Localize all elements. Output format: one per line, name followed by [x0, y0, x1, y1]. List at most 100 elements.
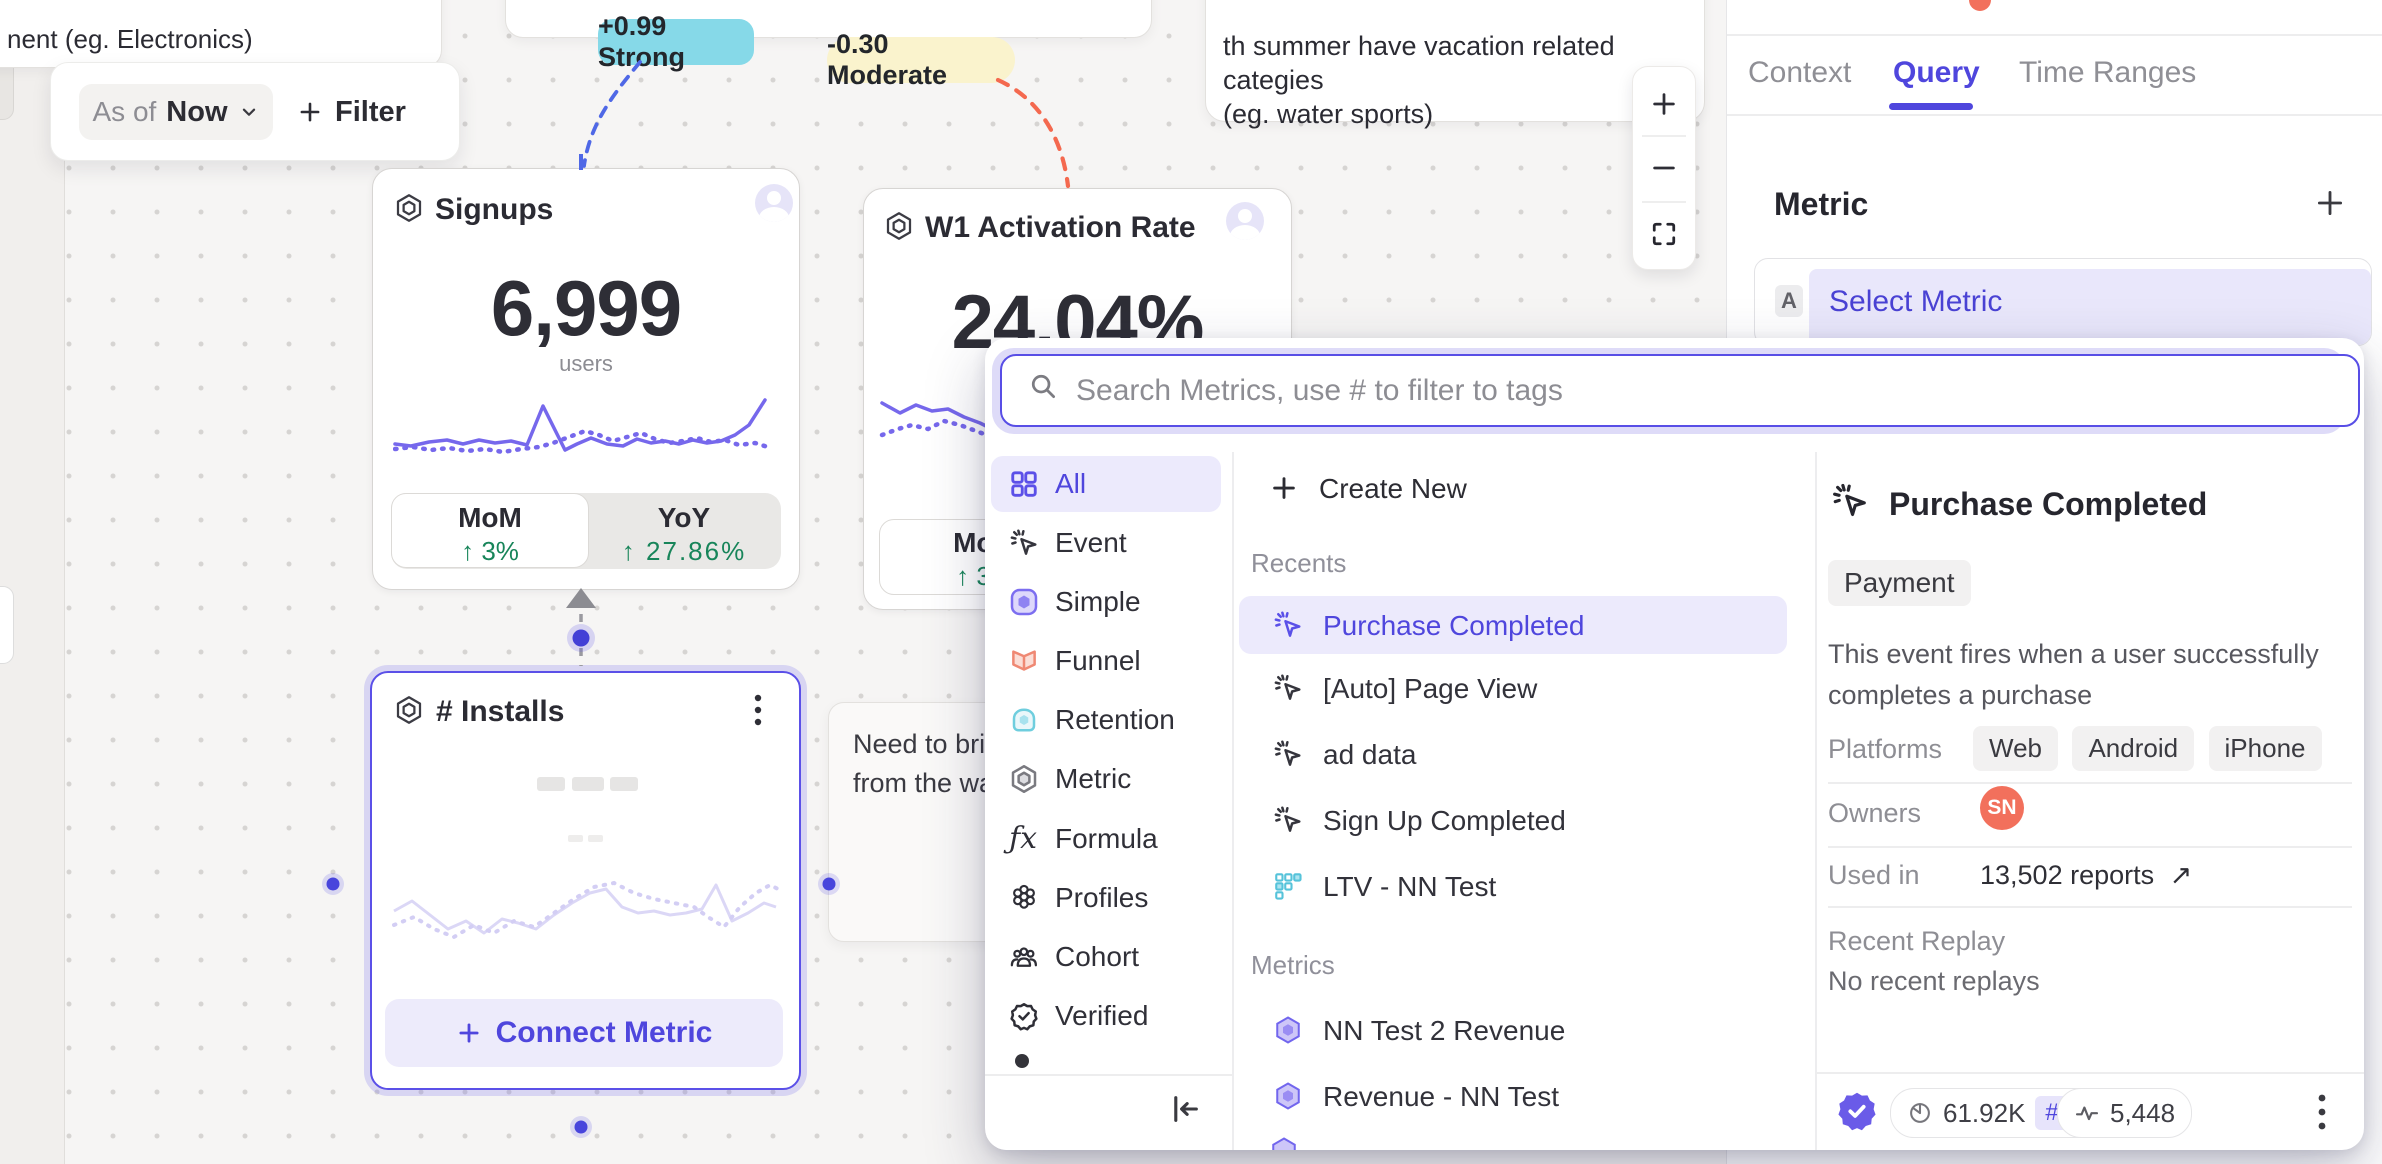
owner-avatar[interactable]: SN — [1980, 786, 2024, 830]
category-label: Metric — [1055, 763, 1132, 794]
cohort-icon — [1010, 947, 1037, 967]
plus-icon — [300, 102, 320, 122]
rail-handle-mid[interactable] — [0, 586, 14, 664]
category-label: Event — [1055, 527, 1127, 558]
card-value: 6,999 — [490, 264, 682, 352]
connect-metric-button[interactable]: Connect Metric — [385, 999, 783, 1067]
category-funnel[interactable]: Funnel — [991, 633, 1221, 689]
category-label: Simple — [1055, 586, 1141, 617]
select-metric-field[interactable]: Select Metric — [1809, 269, 2371, 345]
avatar[interactable] — [755, 184, 793, 222]
category-partial-icon — [1015, 1054, 1029, 1068]
as-of-value: Now — [166, 95, 228, 128]
skeleton-bar — [537, 777, 565, 791]
mom-delta: ↑ 3% — [461, 536, 519, 566]
skeleton-dash — [568, 835, 583, 842]
kebab-menu-icon[interactable] — [754, 693, 762, 727]
pulse-icon — [2075, 1106, 2099, 1121]
platform-tags: Web Android iPhone — [1973, 726, 2322, 771]
search-input[interactable] — [1000, 354, 2360, 427]
correlation-badge-moderate[interactable]: -0.30 Moderate — [827, 29, 1015, 90]
category-verified[interactable]: Verified — [991, 988, 1221, 1044]
filter-label: Filter — [335, 95, 406, 128]
note-line: Need to brin — [853, 729, 1001, 759]
funnel-icon — [1012, 650, 1036, 671]
recent-item-sign-up-completed[interactable]: Sign Up Completed — [1239, 792, 1787, 848]
toggle-yoy[interactable]: YoY ↑ 27.86% — [587, 493, 781, 569]
event-icon — [1274, 740, 1301, 766]
card-title: W1 Activation Rate — [925, 211, 1196, 244]
category-label: Retention — [1055, 704, 1175, 735]
card-title: Signups — [435, 193, 554, 226]
plus-icon — [1273, 477, 1295, 499]
events-stat-pill[interactable]: 5,448 — [2057, 1088, 2193, 1138]
category-formula[interactable]: ƒx Formula — [991, 811, 1221, 867]
metric-item-revenue-nn-test[interactable]: Revenue - NN Test — [1239, 1068, 1787, 1124]
skeleton-dash — [588, 835, 603, 842]
as-of-label: As of — [92, 96, 157, 127]
zoom-out-icon[interactable] — [1649, 153, 1679, 183]
metric-hexagon-icon — [886, 212, 912, 240]
sparkline-chart — [393, 398, 774, 455]
category-label: Verified — [1055, 1000, 1149, 1031]
tab-time-ranges[interactable]: Time Ranges — [2019, 56, 2197, 89]
simple-icon — [1010, 588, 1038, 616]
compare-toggle: MoM ↑ 3% YoY ↑ 27.86% — [391, 493, 781, 569]
event-icon — [1274, 806, 1301, 832]
category-retention[interactable]: Retention — [991, 692, 1221, 748]
canvas-toolbar: As of Now Filter — [50, 62, 460, 161]
recent-item-ad-data[interactable]: ad data — [1239, 726, 1787, 782]
chevron-down-icon — [242, 108, 255, 116]
collapse-panel-icon[interactable] — [1168, 1092, 1202, 1126]
recent-item-label: ad data — [1323, 739, 1417, 770]
sticky-note-summer[interactable]: th summer have vacation related categies… — [1205, 0, 1705, 129]
metric-card-signups[interactable]: Signups 6,999 users MoM ↑ 3% YoY ↑ 27.86… — [372, 168, 800, 590]
correlation-badge-strong[interactable]: +0.99 Strong — [598, 11, 754, 72]
used-in-link[interactable]: 13,502 reports ↗ — [1980, 860, 2192, 891]
tab-query[interactable]: Query — [1893, 56, 1980, 89]
category-cohort[interactable]: Cohort — [991, 929, 1221, 985]
kebab-menu-icon[interactable] — [2318, 1092, 2326, 1132]
recent-item-ltv-nn-test[interactable]: LTV - NN Test — [1239, 858, 1787, 914]
skeleton-bar — [572, 777, 604, 791]
category-label: Cohort — [1055, 941, 1140, 972]
note-line: th summer have vacation related categies — [1223, 31, 1615, 95]
active-tab-underline — [1889, 103, 1973, 110]
zoom-in-icon[interactable] — [1649, 89, 1679, 119]
event-description: This event fires when a user successfull… — [1828, 639, 2319, 710]
profiles-icon — [1013, 884, 1035, 909]
category-simple[interactable]: Simple — [991, 574, 1221, 630]
metric-icon — [1011, 765, 1037, 793]
category-profiles[interactable]: Profiles — [991, 870, 1221, 926]
arrow-ne-icon: ↗ — [2169, 860, 2193, 890]
recent-item-purchase-completed[interactable]: Purchase Completed — [1239, 596, 1787, 654]
avatar[interactable] — [1226, 202, 1264, 240]
as-of-dropdown[interactable]: As of Now — [79, 84, 273, 140]
sticky-note-electronics[interactable]: nent (eg. Electronics) — [0, 0, 442, 68]
create-new-button[interactable]: Create New — [1235, 460, 1795, 516]
metric-hexagon-icon — [1272, 1137, 1296, 1150]
category-event[interactable]: Event — [991, 515, 1221, 571]
tab-context[interactable]: Context — [1748, 56, 1852, 89]
recent-item-auto-page-view[interactable]: [Auto] Page View — [1239, 660, 1787, 716]
verified-seal-icon[interactable] — [1836, 1090, 1878, 1132]
category-metric[interactable]: Metric — [991, 751, 1221, 807]
metric-item-label: NN Test 2 Revenue — [1323, 1015, 1566, 1046]
ltv-grid-icon — [1275, 873, 1302, 900]
category-all[interactable]: All — [991, 456, 1221, 512]
metric-card-installs[interactable]: # Installs Connect Metric — [370, 671, 801, 1090]
filter-button[interactable]: Filter — [297, 84, 406, 140]
badge-label: -0.30 Moderate — [827, 29, 948, 90]
toggle-mom[interactable]: MoM ↑ 3% — [391, 493, 589, 568]
event-icon — [1010, 529, 1037, 555]
picker-list-column: Create New Recents Purchase Completed [A… — [1235, 338, 1815, 1150]
select-metric-label: Select Metric — [1829, 285, 2003, 318]
fullscreen-icon[interactable] — [1649, 219, 1679, 249]
plus-icon — [459, 1023, 479, 1043]
metric-heading: Metric — [1774, 186, 1869, 222]
metric-item-nn-test-2-revenue[interactable]: NN Test 2 Revenue — [1239, 1002, 1787, 1058]
recent-item-label: Purchase Completed — [1323, 610, 1585, 641]
add-metric-icon[interactable] — [2313, 186, 2347, 220]
event-tag[interactable]: Payment — [1828, 560, 1971, 606]
event-icon — [1274, 611, 1301, 637]
